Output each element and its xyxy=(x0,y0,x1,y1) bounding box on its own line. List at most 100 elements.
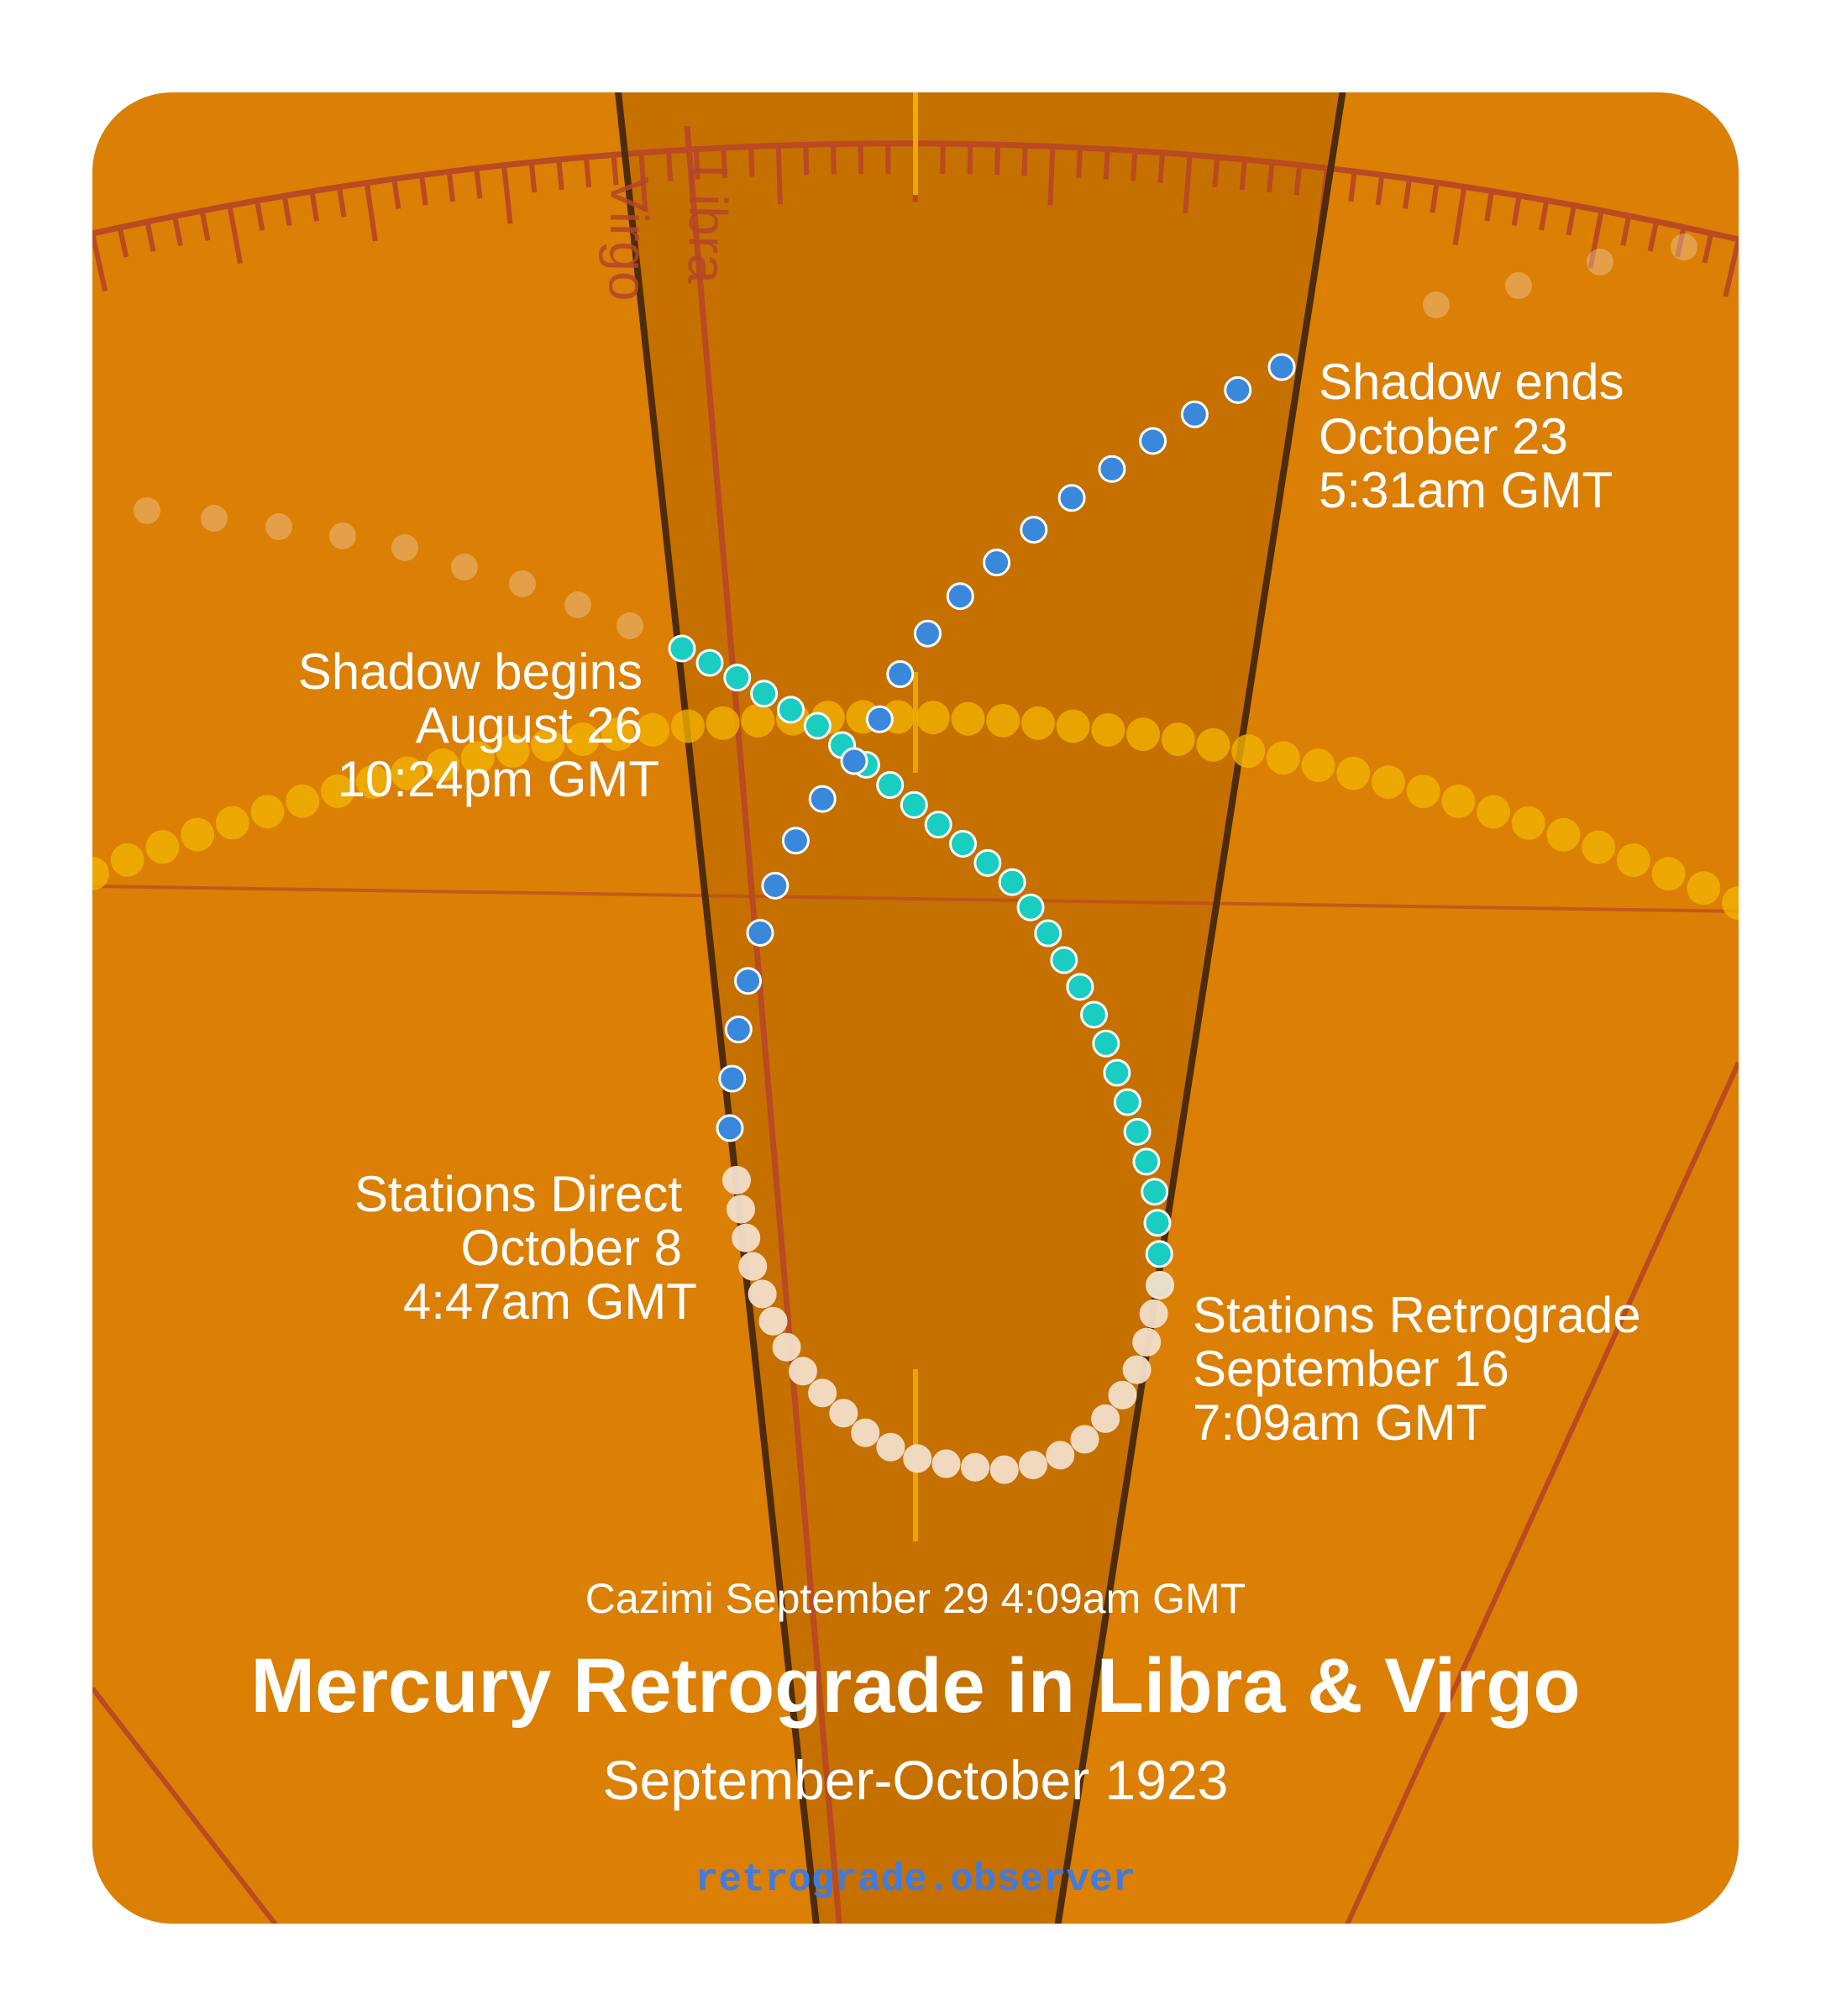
mercury-dot-post-shadow xyxy=(1224,375,1252,404)
sun-dot xyxy=(1126,717,1161,752)
zodiac-tick xyxy=(1348,171,1357,202)
sun-dot xyxy=(916,701,950,735)
label-stations-direct: Stations Direct October 8 4:47am GMT xyxy=(354,1166,697,1330)
mercury-dot-post-shadow xyxy=(946,582,974,611)
cazimi-label: Cazimi September 29 4:09am GMT xyxy=(585,1575,1246,1622)
sun-dot xyxy=(426,748,460,782)
mercury-dot-retrograde xyxy=(1132,1327,1162,1357)
zodiac-tick xyxy=(309,191,320,222)
brand-link[interactable]: retrograde.observer xyxy=(695,1858,1136,1902)
sun-dot xyxy=(565,722,600,756)
zodiac-tick xyxy=(117,227,129,258)
shadow-begins-date: August 26 xyxy=(416,697,643,753)
zodiac-tick xyxy=(721,147,728,179)
zodiac-tick xyxy=(1212,156,1220,188)
mercury-dot-post-shadow xyxy=(886,660,915,689)
zodiac-tick xyxy=(1403,178,1412,209)
sun-dot xyxy=(391,756,425,790)
mercury-dot-pre-shadow xyxy=(1066,973,1094,1001)
zodiac-ticks xyxy=(92,143,1739,297)
sun-dot xyxy=(1651,857,1686,891)
mercury-dot-retrograde xyxy=(808,1378,837,1408)
mercury-dot-pre-shadow xyxy=(1079,1000,1108,1029)
sun-dot xyxy=(181,817,215,852)
zodiac-tick xyxy=(144,221,156,252)
orbit-line-left xyxy=(92,1687,284,1924)
mercury-dot-retrograde xyxy=(851,1418,880,1447)
zodiac-tick xyxy=(1183,154,1193,214)
sun-dot xyxy=(1231,734,1266,769)
zodiac-tick xyxy=(1267,161,1275,193)
faint-path-dot xyxy=(201,505,228,532)
zodiac-tick xyxy=(556,159,564,191)
sun-dot xyxy=(951,701,985,736)
mercury-dot-post-shadow xyxy=(1267,353,1296,381)
sun-path xyxy=(92,700,1739,920)
zodiac-tick xyxy=(831,144,837,175)
zodiac-tick xyxy=(281,195,292,227)
sun-dot xyxy=(1441,784,1476,818)
sun-dot xyxy=(601,717,635,752)
zodiac-tick xyxy=(584,156,592,188)
zodiac-tick xyxy=(693,149,700,180)
mercury-dot-pre-shadow xyxy=(876,771,905,800)
mercury-dot-retrograde xyxy=(772,1332,801,1362)
sun-dot xyxy=(1582,830,1616,864)
mercury-dot-pre-shadow xyxy=(949,830,978,858)
label-shadow-begins: Shadow begins August 26 10:24pm GMT xyxy=(298,643,659,807)
sun-dot xyxy=(986,703,1020,738)
mercury-dot-pre-shadow xyxy=(1103,1058,1131,1087)
zodiac-tick xyxy=(254,200,265,231)
sun-dot xyxy=(1056,709,1090,743)
zodiac-tick xyxy=(1021,145,1028,176)
zodiac-tick xyxy=(1511,195,1522,226)
mercury-dot-post-shadow xyxy=(746,919,774,948)
zodiac-tick xyxy=(967,144,973,175)
faint-path-dot xyxy=(509,570,536,597)
mercury-path-continuation xyxy=(134,234,1697,639)
mercury-dot-pre-shadow xyxy=(695,648,724,677)
zodiac-tick xyxy=(1620,215,1632,246)
mercury-dot-post-shadow xyxy=(734,967,763,995)
mercury-dot-retrograde xyxy=(722,1166,751,1194)
label-shadow-ends: Shadow ends October 23 5:31am GMT xyxy=(1319,354,1624,518)
zodiac-tick xyxy=(199,210,211,241)
sign-boundary-left xyxy=(614,92,822,1924)
zodiac-tick xyxy=(1484,190,1494,222)
libra-boundary-line xyxy=(684,125,843,1924)
sun-dot xyxy=(355,764,390,799)
zodiac-tick xyxy=(1103,149,1110,180)
zodiac-tick xyxy=(1157,152,1165,183)
sun-dot xyxy=(1371,765,1405,800)
mercury-dot-post-shadow xyxy=(724,1016,753,1044)
sun-dot xyxy=(1161,722,1195,757)
zodiac-tick xyxy=(92,233,108,291)
mercury-dot-retrograde xyxy=(1091,1404,1120,1433)
zodiac-tick xyxy=(446,171,456,202)
zodiac-tick xyxy=(1430,181,1440,213)
zodiac-tick xyxy=(803,144,810,176)
sun-dot xyxy=(250,795,285,829)
sun-dot xyxy=(1266,741,1300,775)
mercury-dot-retrograde xyxy=(903,1444,932,1473)
mercury-dot-pre-shadow xyxy=(723,664,752,692)
stations-retrograde-date: September 16 xyxy=(1193,1341,1509,1397)
stations-retrograde-time: 7:09am GMT xyxy=(1193,1394,1487,1451)
zodiac-tick xyxy=(994,144,1000,176)
sun-dot xyxy=(1616,843,1650,878)
mercury-dot-retrograde xyxy=(1139,1299,1168,1329)
mercury-dot-retrograde xyxy=(748,1279,777,1309)
shadow-ends-time: 5:31am GMT xyxy=(1319,462,1613,518)
mercury-dot-pre-shadow xyxy=(1034,919,1062,948)
zodiac-tick xyxy=(1566,204,1577,236)
mercury-dot-retrograde xyxy=(829,1399,858,1428)
mercury-dot-post-shadow xyxy=(716,1114,744,1142)
mercury-dot-pre-shadow xyxy=(1143,1209,1172,1237)
faint-path-dot xyxy=(329,522,356,549)
zodiac-tick xyxy=(1239,159,1247,190)
zodiac-tick xyxy=(666,150,674,181)
sun-dot xyxy=(1406,774,1440,809)
mercury-dot-post-shadow xyxy=(1139,427,1167,455)
mercury-dot-pre-shadow xyxy=(776,696,805,724)
sun-dot xyxy=(1336,756,1371,790)
